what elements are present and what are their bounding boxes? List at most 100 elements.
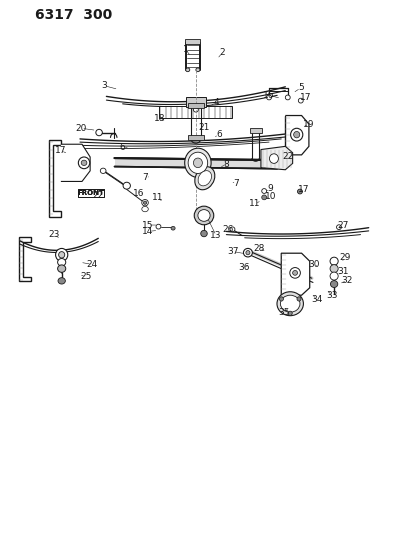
Polygon shape — [19, 237, 31, 281]
Ellipse shape — [156, 224, 161, 229]
Ellipse shape — [58, 278, 65, 284]
Ellipse shape — [290, 268, 300, 278]
Polygon shape — [61, 144, 90, 181]
Ellipse shape — [198, 209, 210, 221]
Ellipse shape — [193, 158, 202, 167]
Text: FRONT: FRONT — [78, 190, 105, 196]
Ellipse shape — [280, 295, 300, 312]
Text: 11: 11 — [249, 199, 261, 208]
Bar — [188, 135, 204, 140]
Ellipse shape — [244, 248, 253, 257]
Text: 21: 21 — [198, 123, 210, 132]
Bar — [188, 103, 204, 108]
Ellipse shape — [58, 265, 66, 272]
Ellipse shape — [144, 201, 146, 204]
Ellipse shape — [262, 189, 266, 193]
Text: 20: 20 — [75, 124, 87, 133]
Text: 34: 34 — [311, 295, 323, 304]
Text: 6: 6 — [120, 143, 126, 152]
Ellipse shape — [330, 272, 338, 280]
Text: 11: 11 — [151, 193, 163, 202]
Ellipse shape — [198, 171, 211, 186]
Text: 22: 22 — [282, 152, 293, 161]
Ellipse shape — [185, 148, 211, 177]
Text: 17: 17 — [298, 185, 309, 195]
Text: 5: 5 — [298, 83, 304, 92]
Text: 23: 23 — [48, 230, 59, 239]
Text: 3: 3 — [102, 81, 107, 90]
Ellipse shape — [297, 189, 302, 194]
Ellipse shape — [262, 195, 266, 200]
Ellipse shape — [290, 128, 303, 141]
Ellipse shape — [59, 252, 65, 258]
Text: 18: 18 — [153, 114, 165, 123]
Ellipse shape — [188, 152, 208, 173]
Text: 6317  300: 6317 300 — [35, 7, 113, 21]
Text: 19: 19 — [303, 119, 315, 128]
Ellipse shape — [78, 157, 90, 168]
Ellipse shape — [279, 297, 284, 301]
Ellipse shape — [196, 68, 200, 71]
Ellipse shape — [194, 206, 214, 225]
Ellipse shape — [288, 311, 292, 316]
Text: 37: 37 — [228, 247, 239, 256]
Text: 7: 7 — [234, 179, 239, 188]
Ellipse shape — [142, 199, 148, 206]
Text: 31: 31 — [337, 268, 349, 276]
Text: 25: 25 — [80, 272, 92, 280]
Ellipse shape — [58, 259, 66, 266]
Ellipse shape — [330, 280, 338, 287]
Ellipse shape — [330, 257, 338, 265]
Polygon shape — [285, 116, 309, 155]
Ellipse shape — [193, 107, 198, 112]
Bar — [115, 158, 277, 166]
Text: 16: 16 — [133, 189, 145, 198]
Ellipse shape — [277, 292, 304, 316]
Polygon shape — [49, 140, 61, 216]
Bar — [78, 189, 104, 197]
Text: 33: 33 — [327, 290, 338, 300]
Text: 1: 1 — [183, 45, 188, 54]
Text: 28: 28 — [254, 244, 265, 253]
Ellipse shape — [96, 130, 102, 136]
Ellipse shape — [123, 182, 131, 189]
Text: 7: 7 — [142, 173, 149, 182]
Ellipse shape — [337, 225, 341, 230]
Ellipse shape — [195, 167, 215, 190]
Bar — [250, 128, 262, 133]
Text: 6: 6 — [216, 130, 222, 139]
Ellipse shape — [298, 98, 303, 103]
Bar — [78, 189, 104, 197]
Text: 36: 36 — [238, 263, 250, 272]
Ellipse shape — [230, 227, 235, 232]
Text: 17: 17 — [300, 93, 311, 102]
Ellipse shape — [55, 248, 68, 261]
Text: 10: 10 — [265, 192, 277, 201]
Text: 14: 14 — [142, 227, 153, 236]
Polygon shape — [281, 253, 310, 295]
Ellipse shape — [266, 95, 271, 100]
Polygon shape — [261, 147, 293, 169]
Text: 9: 9 — [268, 184, 273, 193]
Ellipse shape — [142, 206, 148, 212]
Ellipse shape — [269, 154, 278, 164]
Ellipse shape — [81, 160, 87, 165]
Text: 26: 26 — [222, 225, 233, 234]
Ellipse shape — [186, 68, 190, 71]
Ellipse shape — [100, 168, 106, 173]
Text: 4: 4 — [213, 98, 219, 107]
Ellipse shape — [297, 297, 301, 301]
Text: 30: 30 — [308, 260, 319, 269]
Ellipse shape — [293, 270, 297, 275]
Ellipse shape — [294, 132, 300, 138]
Text: 15: 15 — [142, 221, 154, 230]
Text: 17: 17 — [55, 146, 67, 155]
Text: 22: 22 — [93, 191, 104, 200]
Bar — [159, 106, 233, 118]
Text: 24: 24 — [86, 260, 98, 269]
Text: 32: 32 — [341, 276, 353, 285]
Text: 29: 29 — [340, 254, 351, 262]
Ellipse shape — [201, 230, 207, 237]
Text: 8: 8 — [224, 160, 229, 169]
Text: FRONT: FRONT — [78, 190, 105, 196]
